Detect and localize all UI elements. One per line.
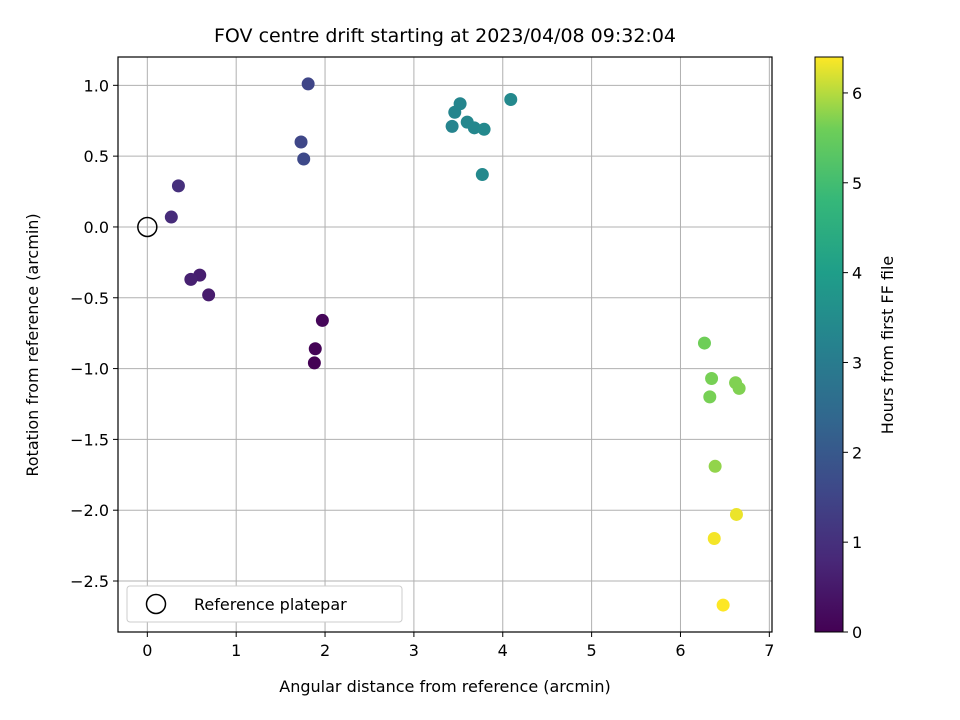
x-tick-label: 7 [764, 641, 774, 660]
x-tick-label: 1 [231, 641, 241, 660]
colorbar-tick-label: 5 [852, 174, 862, 193]
scatter-point [475, 168, 489, 182]
colorbar-label: Hours from first FF file [878, 256, 897, 435]
y-tick-label: 0.0 [84, 218, 109, 237]
colorbar-tick-label: 4 [852, 264, 862, 283]
x-axis-label: Angular distance from reference (arcmin) [279, 677, 610, 696]
y-tick-label: −1.0 [70, 360, 109, 379]
x-tick-label: 6 [675, 641, 685, 660]
scatter-point [707, 532, 721, 546]
scatter-point [697, 336, 711, 350]
colorbar-tick-label: 6 [852, 84, 862, 103]
scatter-point [703, 390, 717, 404]
x-tick-label: 0 [142, 641, 152, 660]
reference-marker [137, 216, 158, 238]
legend-entry-reference: Reference platepar [194, 595, 347, 614]
scatter-point [467, 121, 481, 135]
y-tick-label: −2.5 [70, 572, 109, 591]
legend: Reference platepar [126, 585, 403, 623]
x-tick-label: 2 [320, 641, 330, 660]
x-tick-label: 3 [409, 641, 419, 660]
scatter-point [315, 313, 329, 327]
y-tick-label: 0.5 [84, 147, 109, 166]
grid [118, 57, 772, 632]
scatter-point [202, 288, 216, 302]
reference-marker-layer [137, 216, 158, 238]
y-tick-label: −0.5 [70, 289, 109, 308]
scatter-point [294, 135, 308, 149]
colorbar-tick-label: 3 [852, 353, 862, 372]
scatter-point [453, 97, 467, 111]
plot-frame [117, 56, 773, 633]
scatter-point [297, 152, 311, 166]
x-tick-label: 5 [587, 641, 597, 660]
x-tick-label: 4 [498, 641, 508, 660]
scatter-point [164, 210, 178, 224]
legend-marker [145, 593, 167, 615]
scatter-point [477, 122, 491, 136]
scatter-point [171, 179, 185, 193]
scatter-point [445, 119, 459, 133]
scatter-point [184, 272, 198, 286]
scatter-point [308, 342, 322, 356]
chart-title: FOV centre drift starting at 2023/04/08 … [214, 25, 676, 47]
scatter-point [729, 507, 743, 521]
axis-ticks: 0 1 2 3 4 5 6 7 1.0 0.5 0.0 −0.5 −1.0 −1.5 −2.0 −2.5 [70, 76, 774, 660]
scatter-point [708, 459, 722, 473]
colorbar-tick-label: 2 [852, 443, 862, 462]
colorbar-ticks: 0 1 2 3 4 5 6 [843, 84, 862, 642]
scatter-point [705, 371, 719, 385]
scatter-point [732, 381, 746, 395]
y-tick-label: −1.5 [70, 430, 109, 449]
scatter-point [716, 598, 730, 612]
colorbar: 0 1 2 3 4 5 6 Hours from first FF file [814, 56, 897, 642]
scatter-point [301, 77, 315, 91]
y-tick-label: 1.0 [84, 76, 109, 95]
y-tick-label: −2.0 [70, 501, 109, 520]
legend-box [126, 585, 403, 623]
scatter-points [164, 77, 746, 612]
scatter-point [504, 92, 518, 106]
plot-area: 0 1 2 3 4 5 6 7 1.0 0.5 0.0 −0.5 −1.0 −1.5 −2.0 −2.5 [70, 56, 774, 660]
colorbar-gradient [814, 56, 844, 633]
colorbar-tick-label: 1 [852, 533, 862, 552]
y-axis-label: Rotation from reference (arcmin) [23, 213, 42, 476]
colorbar-tick-label: 0 [852, 623, 862, 642]
scatter-point [307, 356, 321, 370]
